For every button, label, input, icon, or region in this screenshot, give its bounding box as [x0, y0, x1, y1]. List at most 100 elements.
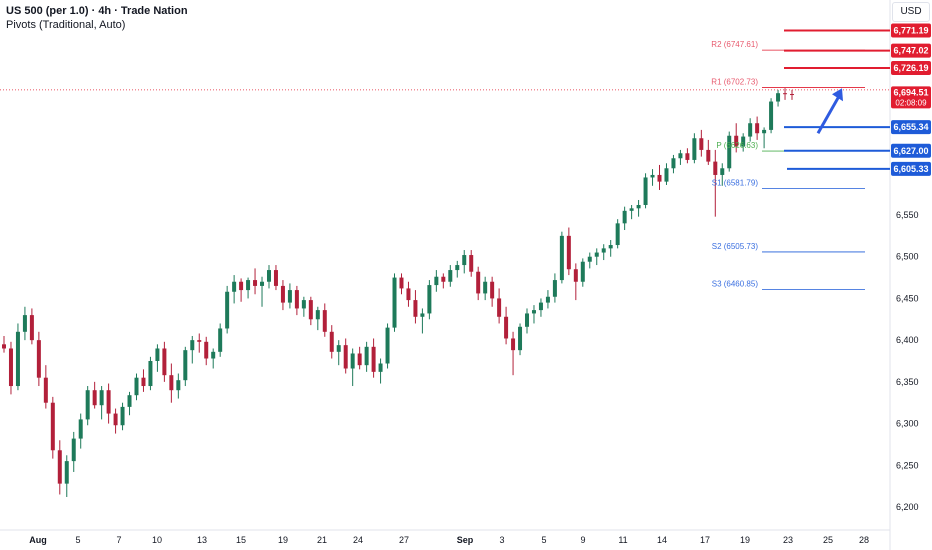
candle-body — [106, 390, 111, 414]
candle-body — [350, 353, 355, 369]
x-tick-label: 17 — [700, 535, 710, 545]
x-tick-label: Sep — [457, 535, 474, 545]
candle-body — [22, 315, 27, 332]
pivot-label-s1: S1 (6581.79) — [712, 178, 759, 187]
candle-body — [197, 340, 202, 342]
x-tick-label: 28 — [859, 535, 869, 545]
candle-body — [720, 168, 725, 175]
candle-body — [378, 363, 383, 372]
up-arrow-icon[interactable] — [816, 95, 841, 134]
candle-body — [392, 277, 397, 328]
candle-body — [399, 277, 404, 289]
candle-body — [232, 281, 237, 292]
candle-body — [622, 210, 627, 224]
candle-body — [566, 235, 571, 270]
candle-body — [148, 361, 153, 387]
candle-body — [64, 461, 69, 484]
candle-body — [427, 285, 432, 314]
candle-body — [225, 291, 230, 329]
candle-body — [594, 252, 599, 257]
candle-body — [685, 153, 690, 160]
candle-body — [211, 351, 216, 359]
pivot-label-r2: R2 (6747.61) — [711, 40, 758, 49]
candle-body — [608, 245, 613, 249]
candle-body — [120, 406, 125, 426]
x-tick-label: 9 — [580, 535, 585, 545]
indicator-label[interactable]: Pivots (Traditional, Auto) — [6, 19, 126, 31]
candle-body — [699, 138, 704, 150]
candle-body — [783, 93, 788, 95]
candle-body — [322, 310, 327, 332]
price-label-bg — [891, 161, 931, 176]
chart-legend: US 500 (per 1.0) · 4h · Trade Nation Piv… — [6, 4, 188, 32]
pivot-label-s3: S3 (6460.85) — [712, 279, 759, 288]
candle-body — [183, 350, 188, 381]
candle-body — [36, 340, 41, 378]
pivot-label-p: P (6626.63) — [716, 141, 758, 150]
candle-body — [78, 419, 83, 439]
candle-body — [469, 255, 474, 272]
symbol-title[interactable]: US 500 (per 1.0) · 4h · Trade Nation — [6, 5, 188, 17]
candle-body — [260, 281, 265, 286]
price-label-bg — [891, 120, 931, 135]
candle-body — [413, 300, 418, 317]
candle-body — [490, 281, 495, 299]
y-tick-label: 6,200 — [896, 502, 919, 512]
candle-body — [434, 276, 439, 286]
candle-body — [629, 208, 634, 211]
current-price-badge — [891, 86, 931, 109]
candle-body — [525, 313, 530, 327]
candle-body — [239, 281, 244, 291]
price-label-bg — [891, 43, 931, 58]
candle-body — [246, 280, 251, 291]
pivot-label-s2: S2 (6505.73) — [712, 242, 759, 251]
candle-body — [99, 390, 104, 406]
x-tick-label: 5 — [541, 535, 546, 545]
candle-body — [713, 161, 718, 175]
candle-body — [455, 265, 460, 271]
candle-body — [385, 327, 390, 364]
candle-body — [357, 353, 362, 366]
candle-body — [727, 135, 732, 169]
price-label-bg — [891, 61, 931, 76]
candle-body — [315, 310, 320, 320]
candle-body — [155, 348, 160, 361]
countdown-label: 02:08:09 — [895, 98, 927, 107]
candle-body — [8, 348, 13, 387]
x-tick-label: 24 — [353, 535, 363, 545]
candle-body — [308, 300, 313, 320]
currency-button[interactable]: USD — [892, 2, 930, 22]
candle-body — [664, 168, 669, 182]
candle-body — [162, 348, 167, 376]
price-label: 6,771.19 — [893, 25, 928, 35]
candle-body — [294, 290, 299, 309]
candle-body — [169, 375, 174, 391]
y-tick-label: 6,550 — [896, 210, 919, 220]
candle-body — [204, 341, 209, 359]
candle-body — [343, 345, 348, 369]
candle-body — [462, 255, 467, 266]
candle-body — [734, 135, 739, 147]
candle-body — [15, 331, 20, 387]
candle-body — [287, 290, 292, 303]
candle-body — [531, 310, 536, 314]
y-tick-label: 6,350 — [896, 377, 919, 387]
candle-body — [762, 129, 767, 134]
candle-body — [483, 281, 488, 294]
candle-body — [636, 204, 641, 209]
candle-body — [741, 136, 746, 147]
candle-body — [266, 270, 271, 282]
candle-body — [273, 270, 278, 286]
price-label-bg — [891, 23, 931, 38]
x-tick-label: 19 — [740, 535, 750, 545]
y-tick-label: 6,400 — [896, 335, 919, 345]
x-tick-label: Aug — [29, 535, 47, 545]
candle-body — [50, 402, 55, 451]
x-tick-label: 3 — [499, 535, 504, 545]
x-tick-label: 5 — [75, 535, 80, 545]
candle-body — [71, 438, 76, 462]
candle-body — [615, 223, 620, 246]
candle-body — [678, 153, 683, 159]
price-label-bg — [891, 143, 931, 158]
